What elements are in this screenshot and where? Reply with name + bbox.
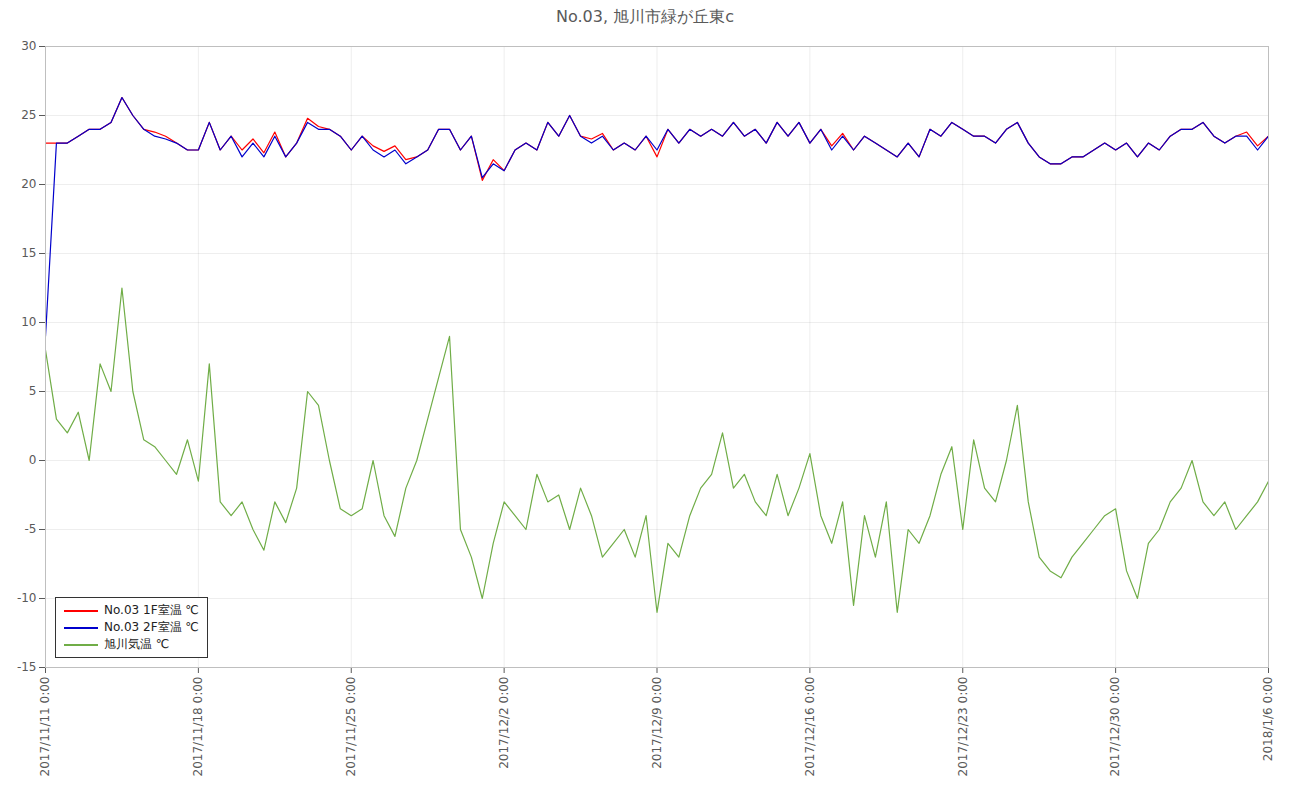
svg-text:25: 25 [21,108,36,122]
html-text:No.03 2F室温 ℃: No.03 2F室温 ℃ [104,620,199,634]
html-text:No.03 1F室温 ℃: No.03 1F室温 ℃ [104,603,199,617]
svg-text:2017/12/30 0:00: 2017/12/30 0:00 [1108,677,1122,777]
svg-text:-15: -15 [17,660,37,674]
svg-text:2017/12/16 0:00: 2017/12/16 0:00 [803,677,817,777]
svg-text:2017/12/23 0:00: 2017/12/23 0:00 [956,677,970,777]
svg-text:30: 30 [21,39,36,53]
svg-text:2017/12/2 0:00: 2017/12/2 0:00 [497,677,511,769]
html-text:旭川気温 ℃: 旭川気温 ℃ [104,637,170,651]
svg-text:5: 5 [29,384,37,398]
svg-text:2017/11/25 0:00: 2017/11/25 0:00 [344,677,358,777]
svg-text:10: 10 [21,315,36,329]
svg-text:-10: -10 [17,591,37,605]
svg-text:20: 20 [21,177,36,191]
svg-text:2017/11/11 0:00: 2017/11/11 0:00 [38,677,52,777]
svg-text:2017/12/9 0:00: 2017/12/9 0:00 [650,677,664,769]
svg-text:0: 0 [29,453,37,467]
svg-text:2018/1/6 0:00: 2018/1/6 0:00 [1261,677,1275,762]
svg-text:15: 15 [21,246,36,260]
html-text:No.03, 旭川市緑が丘東c: No.03, 旭川市緑が丘東c [556,7,734,26]
svg-text:2017/11/18 0:00: 2017/11/18 0:00 [191,677,205,777]
svg-text:-5: -5 [25,522,37,536]
